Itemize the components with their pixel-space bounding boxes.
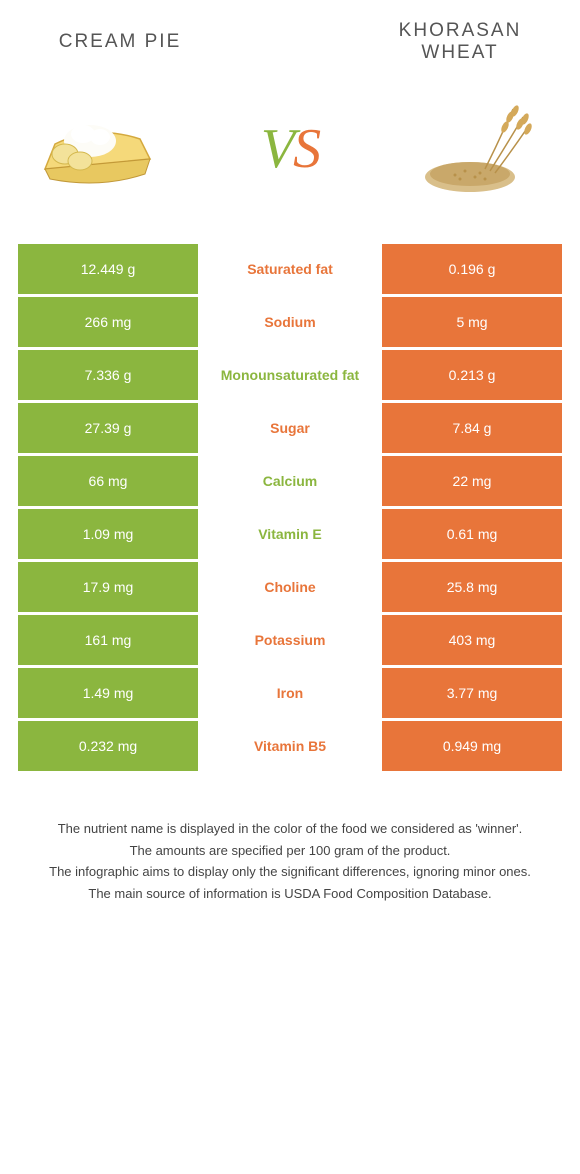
- right-value: 5 mg: [382, 297, 562, 347]
- images-row: VS: [0, 74, 580, 244]
- footnotes: The nutrient name is displayed in the co…: [0, 774, 580, 935]
- right-value: 22 mg: [382, 456, 562, 506]
- left-value: 7.336 g: [18, 350, 198, 400]
- comparison-table: 12.449 gSaturated fat0.196 g266 mgSodium…: [18, 244, 562, 771]
- left-value: 1.49 mg: [18, 668, 198, 718]
- table-row: 1.49 mgIron3.77 mg: [18, 668, 562, 718]
- table-row: 27.39 gSugar7.84 g: [18, 403, 562, 453]
- nutrient-label: Choline: [198, 562, 382, 612]
- nutrient-label: Monounsaturated fat: [198, 350, 382, 400]
- nutrient-label: Sugar: [198, 403, 382, 453]
- right-value: 3.77 mg: [382, 668, 562, 718]
- right-value: 0.61 mg: [382, 509, 562, 559]
- right-value: 403 mg: [382, 615, 562, 665]
- left-value: 0.232 mg: [18, 721, 198, 771]
- table-row: 66 mgCalcium22 mg: [18, 456, 562, 506]
- footnote-line: The main source of information is USDA F…: [25, 884, 555, 904]
- footnote-line: The nutrient name is displayed in the co…: [25, 819, 555, 839]
- vs-label: VS: [261, 117, 319, 181]
- left-value: 12.449 g: [18, 244, 198, 294]
- left-value: 1.09 mg: [18, 509, 198, 559]
- table-row: 161 mgPotassium403 mg: [18, 615, 562, 665]
- nutrient-label: Potassium: [198, 615, 382, 665]
- nutrient-label: Vitamin E: [198, 509, 382, 559]
- nutrient-label: Saturated fat: [198, 244, 382, 294]
- table-row: 7.336 gMonounsaturated fat0.213 g: [18, 350, 562, 400]
- right-value: 0.213 g: [382, 350, 562, 400]
- right-value: 0.196 g: [382, 244, 562, 294]
- table-row: 17.9 mgCholine25.8 mg: [18, 562, 562, 612]
- table-row: 266 mgSodium5 mg: [18, 297, 562, 347]
- nutrient-label: Vitamin B5: [198, 721, 382, 771]
- vs-s: S: [293, 118, 319, 180]
- table-row: 1.09 mgVitamin E0.61 mg: [18, 509, 562, 559]
- left-value: 17.9 mg: [18, 562, 198, 612]
- left-food-title: Cream Pie: [30, 31, 210, 53]
- nutrient-label: Iron: [198, 668, 382, 718]
- nutrient-label: Calcium: [198, 456, 382, 506]
- table-row: 12.449 gSaturated fat0.196 g: [18, 244, 562, 294]
- right-value: 25.8 mg: [382, 562, 562, 612]
- table-row: 0.232 mgVitamin B50.949 mg: [18, 721, 562, 771]
- left-value: 161 mg: [18, 615, 198, 665]
- footnote-line: The infographic aims to display only the…: [25, 862, 555, 882]
- right-value: 7.84 g: [382, 403, 562, 453]
- right-food-title: Khorasan Wheat: [370, 20, 550, 64]
- left-value: 266 mg: [18, 297, 198, 347]
- cream-pie-icon: [30, 94, 170, 204]
- footnote-line: The amounts are specified per 100 gram o…: [25, 841, 555, 861]
- vs-v: V: [261, 118, 293, 180]
- left-value: 66 mg: [18, 456, 198, 506]
- wheat-icon: [410, 94, 550, 204]
- left-value: 27.39 g: [18, 403, 198, 453]
- header: Cream Pie Khorasan Wheat: [0, 0, 580, 74]
- right-value: 0.949 mg: [382, 721, 562, 771]
- nutrient-label: Sodium: [198, 297, 382, 347]
